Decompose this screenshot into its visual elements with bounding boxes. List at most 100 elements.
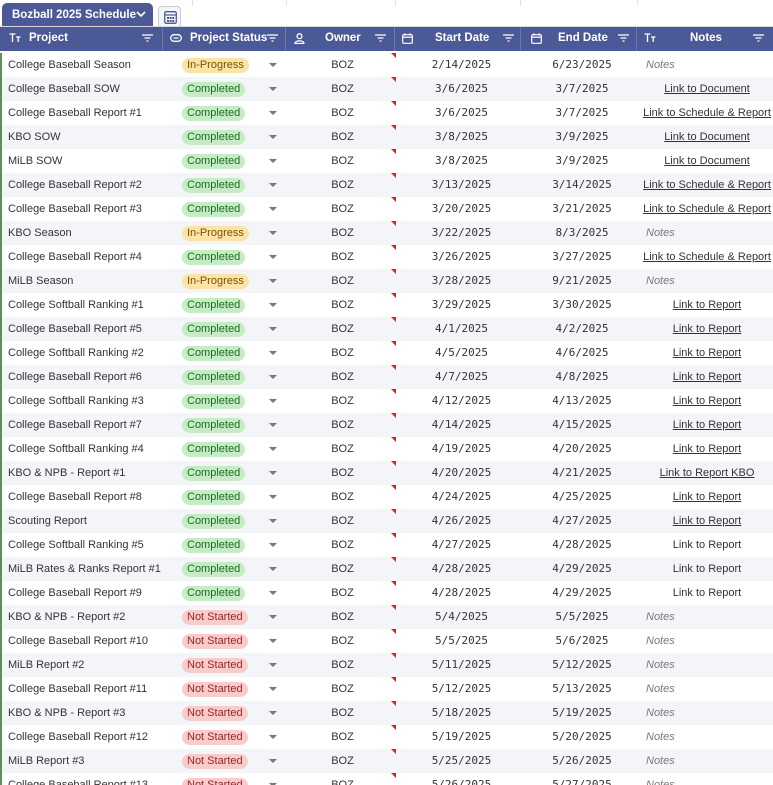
table-row[interactable]: College Baseball Report #8 Completed BOZ 4/… [2, 485, 773, 509]
status-dropdown-arrow[interactable] [269, 279, 277, 283]
notes-link[interactable]: Link to Report [672, 563, 742, 575]
status-cell[interactable]: Completed [182, 245, 266, 269]
status-cell[interactable]: Completed [182, 101, 266, 125]
notes-link[interactable]: Link to Document [664, 131, 750, 143]
table-row[interactable]: College Softball Ranking #2 Completed BOZ 4… [2, 341, 773, 365]
status-cell[interactable]: Completed [182, 77, 266, 101]
project-cell[interactable]: KBO Season [8, 227, 72, 239]
notes-text[interactable]: Notes [646, 227, 675, 239]
owner-cell[interactable]: BOZ [331, 635, 354, 647]
notes-link[interactable]: Link to Report [672, 587, 742, 599]
end-date-cell[interactable]: 4/29/2025 [552, 562, 612, 575]
owner-cell[interactable]: BOZ [331, 59, 354, 71]
start-date-cell[interactable]: 4/14/2025 [431, 418, 492, 431]
project-cell[interactable]: College Baseball Report #4 [8, 251, 142, 263]
status-cell[interactable]: Not Started [182, 749, 266, 773]
table-row[interactable]: MiLB Rates & Ranks Report #1 Completed BOZ… [2, 557, 773, 581]
notes-text[interactable]: Notes [646, 611, 675, 623]
chevron-down-icon[interactable] [136, 11, 146, 18]
notes-text[interactable]: Notes [646, 683, 675, 695]
notes-cell[interactable]: Link to Report [642, 533, 772, 557]
end-date-cell[interactable]: 4/28/2025 [552, 538, 612, 551]
end-date-cell[interactable]: 3/27/2025 [552, 250, 612, 263]
status-cell[interactable]: Completed [182, 389, 266, 413]
filter-icon[interactable] [267, 34, 278, 42]
notes-text[interactable]: Notes [646, 755, 675, 767]
owner-cell[interactable]: BOZ [331, 731, 354, 743]
project-cell[interactable]: College Baseball Report #7 [8, 419, 142, 431]
start-date-cell[interactable]: 3/6/2025 [435, 82, 488, 95]
owner-cell[interactable]: BOZ [331, 419, 354, 431]
owner-cell[interactable]: BOZ [331, 515, 354, 527]
end-date-cell[interactable]: 5/5/2025 [555, 610, 609, 623]
status-cell[interactable]: Completed [182, 149, 266, 173]
status-dropdown-arrow[interactable] [269, 159, 277, 163]
start-date-cell[interactable]: 4/24/2025 [431, 490, 492, 503]
filter-icon[interactable] [142, 34, 153, 42]
start-date-cell[interactable]: 3/29/2025 [431, 298, 492, 311]
status-cell[interactable]: Not Started [182, 653, 266, 677]
status-cell[interactable]: Completed [182, 317, 266, 341]
status-dropdown-arrow[interactable] [269, 663, 277, 667]
table-row[interactable]: College Softball Ranking #3 Completed BOZ 4… [2, 389, 773, 413]
project-cell[interactable]: College Softball Ranking #5 [8, 539, 144, 551]
status-cell[interactable]: Completed [182, 341, 266, 365]
end-date-cell[interactable]: 9/21/2025 [552, 274, 612, 287]
status-dropdown-arrow[interactable] [269, 639, 277, 643]
status-cell[interactable]: Completed [182, 125, 266, 149]
table-row[interactable]: MiLB SOW Completed BOZ 3/8/2025 3/9/2025 Link… [2, 149, 773, 173]
status-cell[interactable]: Not Started [182, 701, 266, 725]
header-start-date[interactable]: Start Date [395, 27, 521, 51]
start-date-cell[interactable]: 4/26/2025 [431, 514, 492, 527]
end-date-cell[interactable]: 5/19/2025 [552, 706, 612, 719]
end-date-cell[interactable]: 4/13/2025 [552, 394, 612, 407]
status-cell[interactable]: Not Started [182, 773, 266, 785]
notes-cell[interactable]: Link to Report [642, 485, 772, 509]
status-dropdown-arrow[interactable] [269, 615, 277, 619]
notes-cell[interactable]: Notes [642, 725, 772, 749]
end-date-cell[interactable]: 5/13/2025 [552, 682, 612, 695]
project-cell[interactable]: College Baseball Report #3 [8, 203, 142, 215]
filter-icon[interactable] [753, 34, 764, 42]
status-cell[interactable]: Completed [182, 437, 266, 461]
start-date-cell[interactable]: 3/8/2025 [435, 154, 488, 167]
notes-link[interactable]: Link to Schedule & Report [643, 203, 771, 215]
project-cell[interactable]: KBO SOW [8, 131, 61, 143]
notes-cell[interactable]: Notes [642, 677, 772, 701]
project-cell[interactable]: College Baseball Report #8 [8, 491, 142, 503]
table-row[interactable]: KBO & NPB - Report #3 Not Started BOZ 5/18/… [2, 701, 773, 725]
table-row[interactable]: College Baseball Report #1 Completed BOZ 3/… [2, 101, 773, 125]
status-cell[interactable]: Completed [182, 413, 266, 437]
notes-cell[interactable]: Notes [642, 53, 772, 77]
status-cell[interactable]: Completed [182, 197, 266, 221]
table-row[interactable]: KBO & NPB - Report #1 Completed BOZ 4/20/20… [2, 461, 773, 485]
start-date-cell[interactable]: 4/28/2025 [431, 586, 492, 599]
notes-link[interactable]: Link to Report [672, 515, 742, 527]
notes-link[interactable]: Link to Report [672, 443, 742, 455]
notes-cell[interactable]: Link to Report [642, 389, 772, 413]
start-date-cell[interactable]: 3/28/2025 [431, 274, 492, 287]
status-cell[interactable]: Completed [182, 533, 266, 557]
status-cell[interactable]: Completed [182, 509, 266, 533]
end-date-cell[interactable]: 5/26/2025 [552, 754, 612, 767]
start-date-cell[interactable]: 5/11/2025 [431, 658, 492, 671]
owner-cell[interactable]: BOZ [331, 179, 354, 191]
owner-cell[interactable]: BOZ [331, 563, 354, 575]
notes-cell[interactable]: Link to Document [642, 125, 772, 149]
status-cell[interactable]: In-Progress [182, 269, 266, 293]
status-cell[interactable]: Completed [182, 557, 266, 581]
status-dropdown-arrow[interactable] [269, 783, 277, 785]
owner-cell[interactable]: BOZ [331, 371, 354, 383]
table-row[interactable]: MiLB Report #3 Not Started BOZ 5/25/2025 5/2… [2, 749, 773, 773]
project-cell[interactable]: College Baseball Report #2 [8, 179, 142, 191]
end-date-cell[interactable]: 5/27/2025 [552, 778, 612, 785]
notes-cell[interactable]: Link to Report [642, 317, 772, 341]
owner-cell[interactable]: BOZ [331, 683, 354, 695]
table-row[interactable]: College Baseball Report #13 Not Started BO… [2, 773, 773, 785]
project-cell[interactable]: MiLB Report #2 [8, 659, 85, 671]
project-cell[interactable]: College Baseball Report #5 [8, 323, 142, 335]
end-date-cell[interactable]: 4/15/2025 [552, 418, 612, 431]
status-dropdown-arrow[interactable] [269, 183, 277, 187]
notes-text[interactable]: Notes [646, 707, 675, 719]
notes-text[interactable]: Notes [646, 731, 675, 743]
